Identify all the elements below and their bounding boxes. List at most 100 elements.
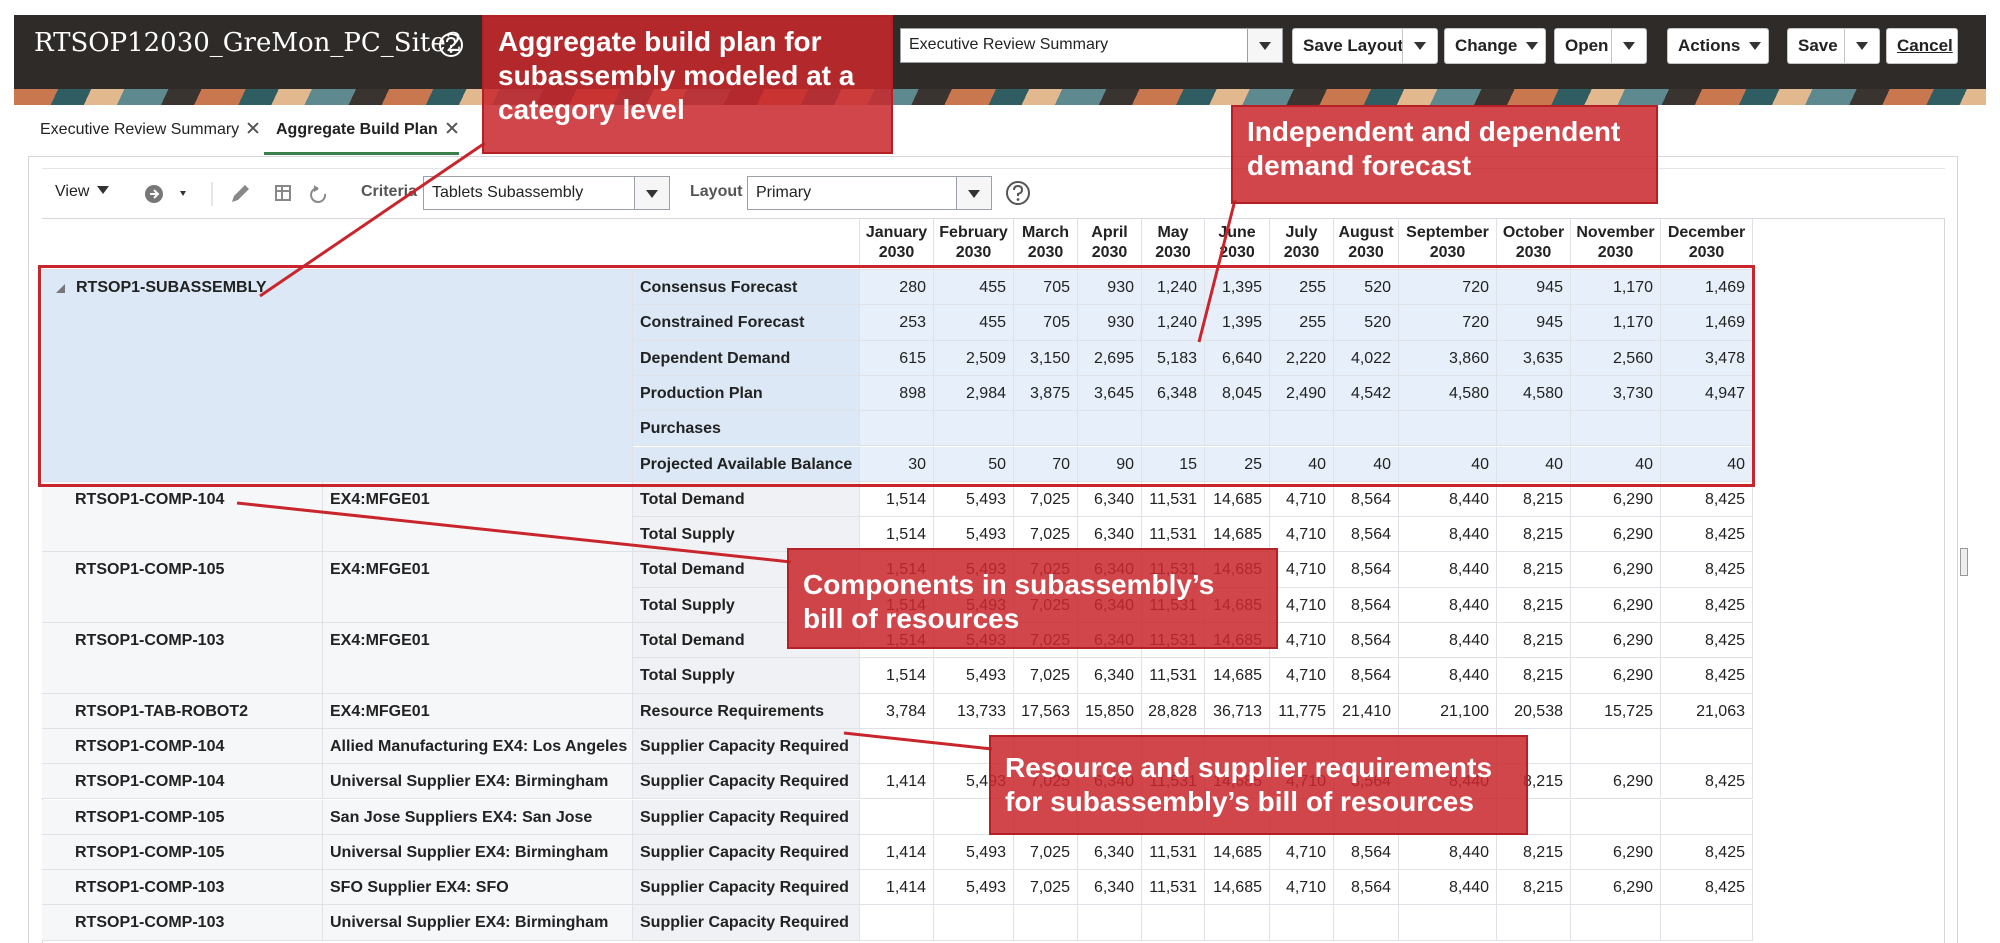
value-cell: 3,875 — [1014, 375, 1078, 412]
help-icon[interactable] — [438, 32, 464, 58]
dropdown-button[interactable] — [1247, 29, 1282, 62]
value-cell — [860, 799, 934, 835]
help-icon[interactable] — [1005, 180, 1031, 206]
value-cell: 8,425 — [1661, 764, 1753, 800]
value-cell: 6,348 — [1142, 375, 1205, 412]
value-cell: 50 — [934, 446, 1014, 482]
value-cell: 8,425 — [1661, 517, 1753, 553]
value-cell: 3,730 — [1571, 375, 1661, 412]
value-cell: 253 — [860, 305, 934, 341]
value-cell: 8,564 — [1334, 517, 1399, 553]
save-layout-button[interactable]: Save Layout — [1292, 28, 1438, 64]
menu-button[interactable] — [1402, 29, 1437, 63]
menu-button[interactable] — [1611, 29, 1646, 63]
column-header-month: March — [1021, 224, 1070, 241]
column-header: November 2030 — [1571, 219, 1661, 270]
change-button[interactable]: Change — [1444, 28, 1546, 64]
table-layout-select[interactable]: Primary — [747, 176, 992, 210]
measure-cell: Total Supply — [633, 517, 860, 553]
value-cell: 6,340 — [1078, 870, 1142, 906]
value-cell — [1270, 411, 1334, 447]
value-cell: 8,440 — [1399, 834, 1497, 871]
column-header-month: February — [939, 224, 1008, 241]
criteria-value: Tablets Subassembly — [432, 184, 584, 201]
button-label: Change — [1455, 36, 1518, 55]
value-cell: 30 — [860, 446, 934, 482]
value-cell: 25 — [1205, 446, 1270, 482]
column-header-year: 2030 — [1283, 244, 1320, 261]
toolbar-icons[interactable] — [142, 180, 362, 208]
measure-cell: Purchases — [633, 411, 860, 447]
org-cell: Universal Supplier EX4: Birmingham — [323, 905, 633, 941]
cancel-button[interactable]: Cancel — [1886, 28, 1958, 64]
tab[interactable]: Executive Review Summary — [40, 121, 259, 139]
menu-button[interactable] — [1844, 29, 1879, 63]
save-button[interactable]: Save — [1787, 28, 1880, 64]
value-cell: 4,710 — [1270, 870, 1334, 906]
item-cell: RTSOP1-COMP-105 — [42, 799, 323, 835]
value-cell: 4,947 — [1661, 375, 1753, 412]
column-header-month: April — [1091, 224, 1128, 241]
value-cell: 7,025 — [1014, 481, 1078, 518]
value-cell — [1205, 411, 1270, 447]
value-cell: 1,395 — [1205, 270, 1270, 306]
value-cell: 6,290 — [1571, 552, 1661, 588]
value-cell: 2,490 — [1270, 375, 1334, 412]
column-header-year: 2030 — [878, 244, 915, 261]
tab-active[interactable]: Aggregate Build Plan — [276, 121, 458, 139]
column-header-year: 2030 — [955, 244, 992, 261]
panel-toggle[interactable] — [1960, 548, 1968, 576]
value-cell: 40 — [1661, 446, 1753, 482]
value-cell — [1334, 411, 1399, 447]
leader-line — [259, 141, 486, 298]
value-cell: 8,440 — [1399, 870, 1497, 906]
measure-cell: Projected Available Balance — [633, 446, 860, 482]
value-cell: 8,425 — [1661, 481, 1753, 518]
value-cell: 8,564 — [1334, 623, 1399, 659]
value-cell: 8,425 — [1661, 834, 1753, 871]
value-cell: 8,564 — [1334, 834, 1399, 871]
value-cell: 6,290 — [1571, 623, 1661, 659]
view-menu[interactable]: View — [55, 183, 110, 201]
value-cell: 4,580 — [1497, 375, 1571, 412]
value-cell: 1,240 — [1142, 270, 1205, 306]
measure-cell: Consensus Forecast — [633, 270, 860, 306]
column-header-month: November — [1576, 224, 1655, 241]
value-cell — [1571, 728, 1661, 765]
item-cell: RTSOP1-COMP-103 — [42, 905, 323, 941]
value-cell: 6,340 — [1078, 658, 1142, 694]
measure-cell: Resource Requirements — [633, 693, 860, 729]
dropdown-button[interactable] — [634, 177, 669, 209]
value-cell — [860, 905, 934, 941]
value-cell: 8,045 — [1205, 375, 1270, 412]
value-cell: 7,025 — [1014, 870, 1078, 906]
value-cell: 13,733 — [934, 693, 1014, 729]
value-cell: 5,493 — [934, 834, 1014, 871]
measure-cell: Production Plan — [633, 375, 860, 412]
column-header-month: August — [1338, 224, 1394, 241]
value-cell: 705 — [1014, 270, 1078, 306]
value-cell: 6,290 — [1571, 481, 1661, 518]
value-cell: 1,514 — [860, 517, 934, 553]
value-cell: 8,440 — [1399, 658, 1497, 694]
collapse-icon[interactable] — [56, 284, 65, 293]
dropdown-button[interactable] — [956, 177, 991, 209]
leader-line — [1197, 199, 1237, 343]
value-cell: 8,440 — [1399, 623, 1497, 659]
layout-select[interactable]: Executive Review Summary — [900, 28, 1283, 63]
value-cell: 7,025 — [1014, 658, 1078, 694]
value-cell: 5,493 — [934, 517, 1014, 553]
criteria-select[interactable]: Tablets Subassembly — [423, 176, 670, 210]
actions-button[interactable]: Actions — [1667, 28, 1769, 64]
tab-label: Aggregate Build Plan — [276, 121, 438, 138]
callout: Aggregate build plan for subassembly mod… — [482, 15, 893, 154]
value-cell: 8,215 — [1497, 658, 1571, 694]
org-cell: San Jose Suppliers EX4: San Jose — [323, 799, 633, 835]
callout: Independent and dependent demand forecas… — [1231, 105, 1658, 204]
value-cell: 255 — [1270, 270, 1334, 306]
value-cell — [1142, 411, 1205, 447]
value-cell: 6,290 — [1571, 834, 1661, 871]
open-button[interactable]: Open — [1554, 28, 1647, 64]
value-cell: 11,531 — [1142, 481, 1205, 518]
